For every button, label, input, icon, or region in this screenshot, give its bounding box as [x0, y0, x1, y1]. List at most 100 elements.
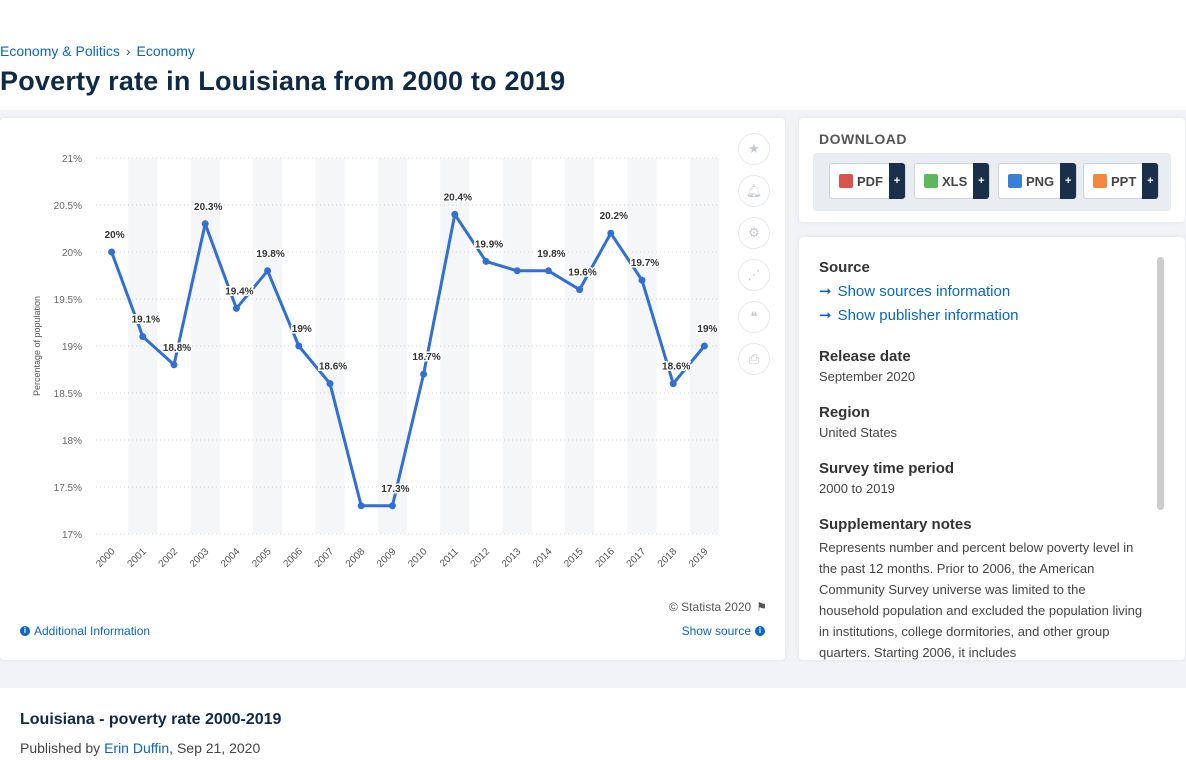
column-band	[253, 158, 282, 534]
x-tick-label: 2010	[406, 546, 430, 570]
alert-button[interactable]: 🔔︎	[738, 175, 770, 207]
data-label: 20.2%	[600, 211, 628, 222]
data-point	[545, 267, 552, 274]
published-prefix: Published by	[20, 740, 100, 756]
download-ppt-button[interactable]: PPT +	[1083, 163, 1159, 199]
source-heading: Source	[819, 259, 1149, 276]
download-card: DOWNLOAD PDF + XLS + PNG + PPT +	[799, 118, 1185, 222]
release-date-value: September 2020	[819, 369, 1149, 384]
x-tick-label: 2016	[593, 546, 617, 570]
ppt-file-icon	[1093, 174, 1107, 188]
show-sources-label: Show sources information	[838, 280, 1011, 304]
download-title: DOWNLOAD	[819, 131, 907, 147]
data-label: 19.4%	[225, 286, 253, 297]
arrow-right-icon: ➞	[819, 304, 832, 328]
chart-card: 17% 17.5% 18% 18.5% 19% 19.5% 20% 20.5% 21% Perce…	[0, 118, 785, 660]
breadcrumb-economy-politics[interactable]: Economy & Politics	[0, 43, 120, 59]
settings-button[interactable]: ⚙	[738, 217, 770, 249]
column-band	[503, 158, 532, 534]
published-by: Published by Erin Duffin, Sep 21, 2020	[20, 740, 260, 756]
x-tick-label: 2019	[687, 546, 711, 570]
x-tick-label: 2007	[313, 546, 337, 570]
pdf-file-icon	[839, 174, 853, 188]
x-tick-label: 2009	[375, 546, 399, 570]
additional-info-link[interactable]: i Additional Information	[20, 624, 150, 638]
x-tick-label: 2006	[281, 546, 305, 570]
flag-icon[interactable]: ⚑	[756, 600, 767, 614]
x-tick-label: 2012	[469, 546, 493, 570]
data-label: 18.6%	[319, 362, 347, 373]
print-button[interactable]: ⎙	[738, 343, 770, 375]
x-tick-label: 2003	[188, 546, 212, 570]
author-link[interactable]: Erin Duffin	[104, 740, 169, 756]
print-icon: ⎙	[749, 351, 759, 367]
data-label: 19.7%	[631, 258, 659, 269]
scrollbar[interactable]	[1157, 257, 1164, 510]
statistic-title: Louisiana - poverty rate 2000-2019	[20, 711, 281, 729]
plus-icon: +	[1142, 163, 1158, 199]
star-icon: ★	[748, 141, 760, 157]
release-date-heading: Release date	[819, 348, 1149, 365]
top-bar: Economy & Politics › Economy Poverty rat…	[0, 0, 1186, 110]
show-source-link[interactable]: Show source i	[682, 624, 765, 638]
region-value: United States	[819, 425, 1149, 440]
plus-icon: +	[973, 163, 989, 199]
breadcrumb-economy[interactable]: Economy	[137, 43, 195, 59]
x-tick-label: 2005	[250, 546, 274, 570]
show-publisher-link[interactable]: ➞ Show publisher information	[819, 304, 1149, 328]
quote-icon: ❝	[751, 309, 758, 325]
y-tick-label: 20.5%	[54, 201, 82, 212]
data-label: 19.8%	[537, 249, 565, 260]
data-point	[701, 343, 708, 350]
show-sources-link[interactable]: ➞ Show sources information	[819, 280, 1149, 304]
arrow-right-icon: ➞	[819, 280, 832, 304]
y-tick-label: 18%	[62, 436, 82, 447]
line-chart: 17% 17.5% 18% 18.5% 19% 19.5% 20% 20.5% 21% Perce…	[0, 118, 785, 598]
y-tick-label: 17.5%	[54, 483, 82, 494]
data-point	[670, 380, 677, 387]
x-tick-label: 2004	[219, 546, 243, 570]
data-point	[514, 267, 521, 274]
cite-button[interactable]: ❝	[738, 301, 770, 333]
favorite-button[interactable]: ★	[738, 133, 770, 165]
data-point	[358, 502, 365, 509]
plus-icon: +	[889, 163, 905, 199]
y-axis-label: Percentage of population	[32, 296, 42, 396]
data-point	[576, 286, 583, 293]
published-date: , Sep 21, 2020	[169, 740, 260, 756]
info-icon: i	[20, 626, 30, 636]
data-label: 18.6%	[662, 362, 690, 373]
data-point	[483, 258, 490, 265]
x-tick-label: 2000	[94, 546, 118, 570]
share-icon: ⋰	[748, 267, 761, 283]
gear-icon: ⚙	[748, 225, 760, 241]
y-tick-label: 17%	[62, 530, 82, 541]
y-tick-label: 20%	[62, 248, 82, 259]
copyright: © Statista 2020 ⚑	[669, 600, 767, 614]
download-pdf-button[interactable]: PDF +	[829, 163, 906, 199]
download-png-button[interactable]: PNG +	[998, 163, 1077, 199]
x-tick-label: 2015	[562, 546, 586, 570]
data-point	[108, 249, 115, 256]
info-icon: i	[755, 626, 765, 636]
data-label: 19%	[697, 324, 717, 335]
data-label: 19%	[292, 324, 312, 335]
show-source-label: Show source	[682, 624, 751, 638]
data-point	[171, 361, 178, 368]
x-tick-label: 2013	[500, 546, 524, 570]
x-tick-label: 2011	[438, 546, 461, 569]
data-point	[639, 277, 646, 284]
data-label: 19.8%	[256, 249, 284, 260]
data-point	[264, 267, 271, 274]
supplementary-notes-value: Represents number and percent below pove…	[819, 537, 1149, 660]
y-tick-label: 18.5%	[54, 389, 82, 400]
download-xls-label: XLS	[942, 174, 967, 189]
data-point	[202, 220, 209, 227]
data-label: 19.6%	[568, 268, 596, 279]
x-tick-label: 2014	[531, 546, 555, 570]
y-tick-label: 19%	[62, 342, 82, 353]
share-button[interactable]: ⋰	[738, 259, 770, 291]
additional-info-label: Additional Information	[34, 624, 150, 638]
xls-file-icon	[924, 174, 938, 188]
download-xls-button[interactable]: XLS +	[914, 163, 990, 199]
